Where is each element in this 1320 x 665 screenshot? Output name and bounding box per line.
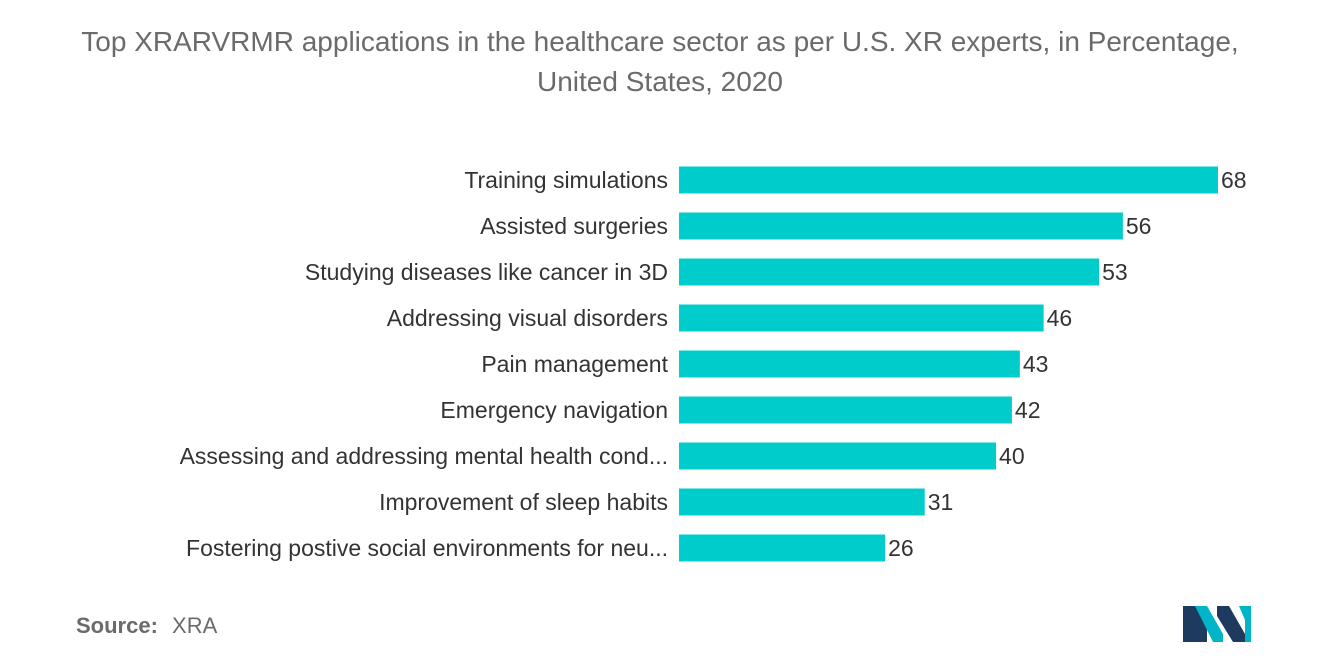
category-label: Improvement of sleep habits (379, 489, 668, 515)
value-label: 31 (928, 489, 954, 515)
category-label: Assessing and addressing mental health c… (180, 443, 668, 469)
source-value: XRA (172, 613, 218, 638)
bar (679, 166, 1218, 194)
value-label: 46 (1047, 305, 1073, 331)
bar (679, 258, 1100, 286)
category-label: Fostering postive social environments fo… (186, 535, 668, 561)
bar (679, 442, 997, 470)
value-label: 68 (1221, 167, 1247, 193)
bar (679, 534, 886, 562)
bar (679, 488, 925, 516)
value-label: 43 (1023, 351, 1049, 377)
bar (679, 350, 1020, 378)
value-label: 56 (1126, 213, 1152, 239)
source-label: Source: (76, 613, 158, 638)
bar (679, 304, 1044, 332)
category-label: Training simulations (464, 167, 668, 193)
value-label: 40 (999, 443, 1025, 469)
category-label: Assisted surgeries (480, 213, 668, 239)
mordor-intelligence-logo-icon (1183, 606, 1251, 642)
category-label: Studying diseases like cancer in 3D (305, 259, 668, 285)
category-label: Addressing visual disorders (387, 305, 668, 331)
value-label: 53 (1102, 259, 1128, 285)
category-label: Emergency navigation (440, 397, 668, 423)
chart-title: Top XRARVRMR applications in the healthc… (81, 26, 1239, 97)
bar (679, 396, 1012, 424)
source-note: Source: XRA (76, 613, 217, 639)
value-label: 26 (888, 535, 914, 561)
category-label: Pain management (481, 351, 668, 377)
value-label: 42 (1015, 397, 1041, 423)
bar (679, 212, 1123, 240)
